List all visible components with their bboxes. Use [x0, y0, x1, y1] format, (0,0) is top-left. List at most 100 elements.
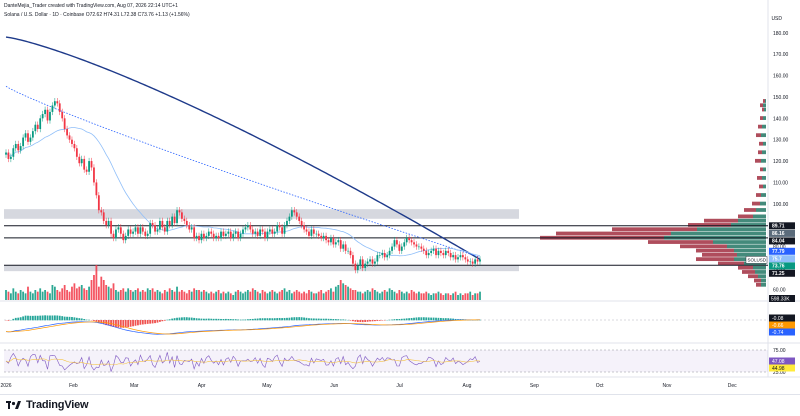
volume-bar — [213, 293, 215, 300]
candle — [235, 232, 237, 234]
volume-bar — [96, 265, 98, 300]
candle — [254, 232, 256, 234]
volume-profile-bar — [758, 150, 762, 154]
volume-bar — [220, 293, 222, 300]
macd-histogram-bar — [394, 319, 396, 320]
candle — [69, 135, 71, 139]
volume-profile-bar — [697, 227, 766, 231]
candle — [213, 234, 215, 238]
volume-bar — [345, 285, 347, 300]
candle — [354, 264, 356, 270]
macd-histogram-bar — [81, 318, 83, 320]
macd-histogram-bar — [367, 320, 369, 322]
candle — [49, 112, 51, 121]
rsi-label: 47.08 — [772, 359, 785, 365]
volume-bar — [430, 295, 432, 300]
volume-bar — [311, 292, 313, 300]
symbol-legend[interactable]: Solana / U.S. Dollar · 1D · Coinbase O72… — [4, 12, 190, 18]
macd-histogram-bar — [198, 318, 200, 320]
macd-histogram-bar — [32, 316, 34, 320]
macd-histogram-bar — [252, 319, 254, 320]
volume-bar — [98, 287, 100, 300]
macd-histogram-bar — [115, 320, 117, 327]
volume-bar — [347, 287, 349, 300]
volume-bar — [435, 293, 437, 300]
macd-histogram-bar — [264, 318, 266, 320]
macd-histogram-bar — [401, 319, 403, 320]
candle — [8, 153, 10, 159]
volume-bar — [440, 293, 442, 300]
macd-histogram-bar — [47, 315, 49, 320]
tradingview-logo[interactable]: TradingView — [6, 399, 88, 411]
volume-bar — [122, 288, 124, 300]
macd-histogram-bar — [369, 320, 371, 321]
time-axis-label: Feb — [69, 383, 78, 389]
price-tick-label: 110.00 — [773, 180, 788, 186]
macd-histogram-bar — [340, 319, 342, 320]
macd-histogram-bar — [357, 320, 359, 322]
volume-bar — [460, 293, 462, 300]
candle — [445, 251, 447, 255]
volume-bar — [428, 293, 430, 300]
macd-label: -0.74 — [772, 330, 784, 336]
volume-bar — [147, 288, 149, 300]
candle — [12, 148, 14, 157]
candle — [154, 225, 156, 231]
macd-histogram-bar — [20, 317, 22, 320]
volume-bar — [450, 295, 452, 300]
candle — [230, 232, 232, 238]
volume-bar — [93, 275, 95, 300]
volume-bar — [17, 293, 19, 300]
candle — [269, 229, 271, 231]
candle — [117, 227, 119, 229]
macd-histogram-bar — [161, 320, 163, 321]
candle — [438, 251, 440, 255]
price-label: 89.71 — [772, 224, 785, 230]
volume-bar — [201, 292, 203, 300]
volume-bar — [308, 290, 310, 300]
macd-histogram-bar — [100, 320, 102, 323]
candle — [179, 210, 181, 212]
macd-histogram-bar — [154, 320, 156, 323]
volume-bar — [132, 292, 134, 300]
candle — [401, 247, 403, 251]
macd-histogram-bar — [147, 320, 149, 324]
volume-bar — [425, 292, 427, 300]
candle — [125, 236, 127, 240]
macd-histogram-bar — [179, 318, 181, 321]
volume-bar — [281, 290, 283, 300]
author-line: DanteMejia_Trader created with TradingVi… — [4, 3, 178, 9]
candle — [196, 236, 198, 238]
volume-bar — [174, 292, 176, 300]
volume-bar — [396, 293, 398, 300]
volume-bar — [137, 288, 139, 300]
macd-histogram-bar — [293, 317, 295, 320]
candle — [215, 236, 217, 238]
volume-bar — [210, 292, 212, 300]
candle — [56, 101, 58, 103]
volume-profile-bar — [737, 253, 766, 257]
volume-bar — [330, 288, 332, 300]
price-tick-label: 140.00 — [773, 116, 789, 122]
volume-profile-bar — [756, 193, 761, 197]
volume-bar — [103, 280, 105, 300]
candle — [249, 225, 251, 229]
candle — [171, 217, 173, 226]
volume-bar — [139, 292, 141, 300]
candle — [201, 234, 203, 240]
volume-bar — [74, 283, 76, 300]
candle — [274, 232, 276, 234]
macd-histogram-bar — [433, 318, 435, 321]
volume-bar — [279, 292, 281, 300]
candle — [220, 232, 222, 238]
volume-bar — [394, 292, 396, 300]
volume-bar — [42, 292, 44, 300]
volume-bar — [227, 292, 229, 300]
volume-bar — [232, 295, 234, 300]
volume-bar — [25, 293, 27, 300]
macd-histogram-bar — [345, 320, 347, 321]
volume-bar — [191, 292, 193, 300]
macd-histogram-bar — [159, 320, 161, 322]
volume-bar — [64, 285, 66, 300]
